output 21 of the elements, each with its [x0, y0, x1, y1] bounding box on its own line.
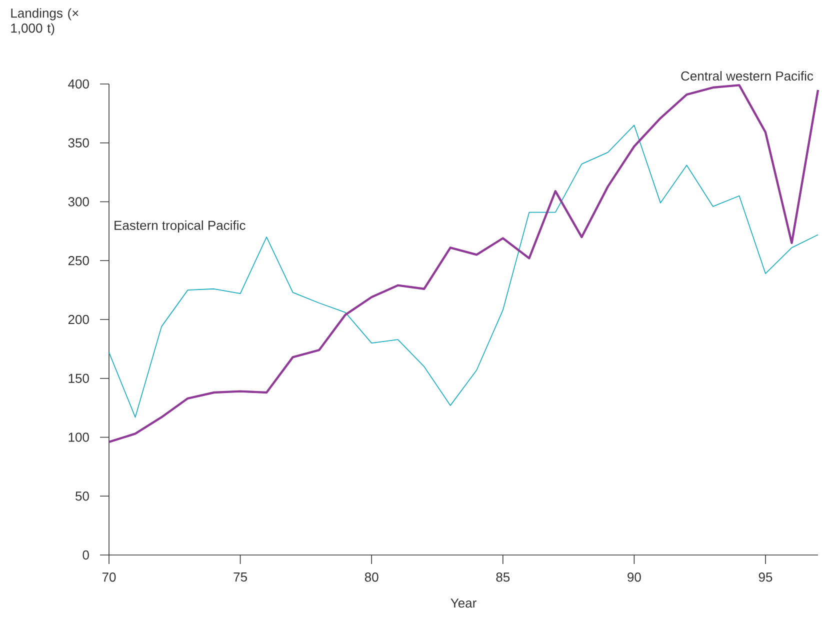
y-tick-label: 250	[68, 256, 89, 266]
x-tick-label: 85	[496, 572, 510, 582]
x-tick-label: 75	[234, 572, 247, 582]
y-axis-title: Landings (× 1,000 t)	[11, 8, 78, 36]
y-tick-label: 100	[68, 432, 89, 442]
line-series	[108, 84, 820, 444]
x-tick-label: 70	[102, 572, 116, 582]
x-axis-title: Year	[450, 598, 476, 608]
series-label: Central western Pacific	[681, 71, 814, 81]
x-tick-label: 95	[758, 572, 772, 582]
y-tick-label: 0	[82, 550, 89, 560]
y-tick-label: 50	[76, 492, 89, 501]
y-tick-label: 400	[68, 79, 89, 89]
y-tick-label: 350	[68, 138, 89, 148]
y-tick-label: 300	[68, 197, 89, 206]
y-tick-label: 150	[68, 374, 89, 383]
series-label: Eastern tropical Pacific	[114, 220, 246, 233]
x-tick-label: 80	[364, 572, 378, 582]
x-tick-label: 90	[628, 572, 641, 582]
y-tick-label: 200	[68, 314, 89, 324]
line-series	[108, 124, 818, 418]
